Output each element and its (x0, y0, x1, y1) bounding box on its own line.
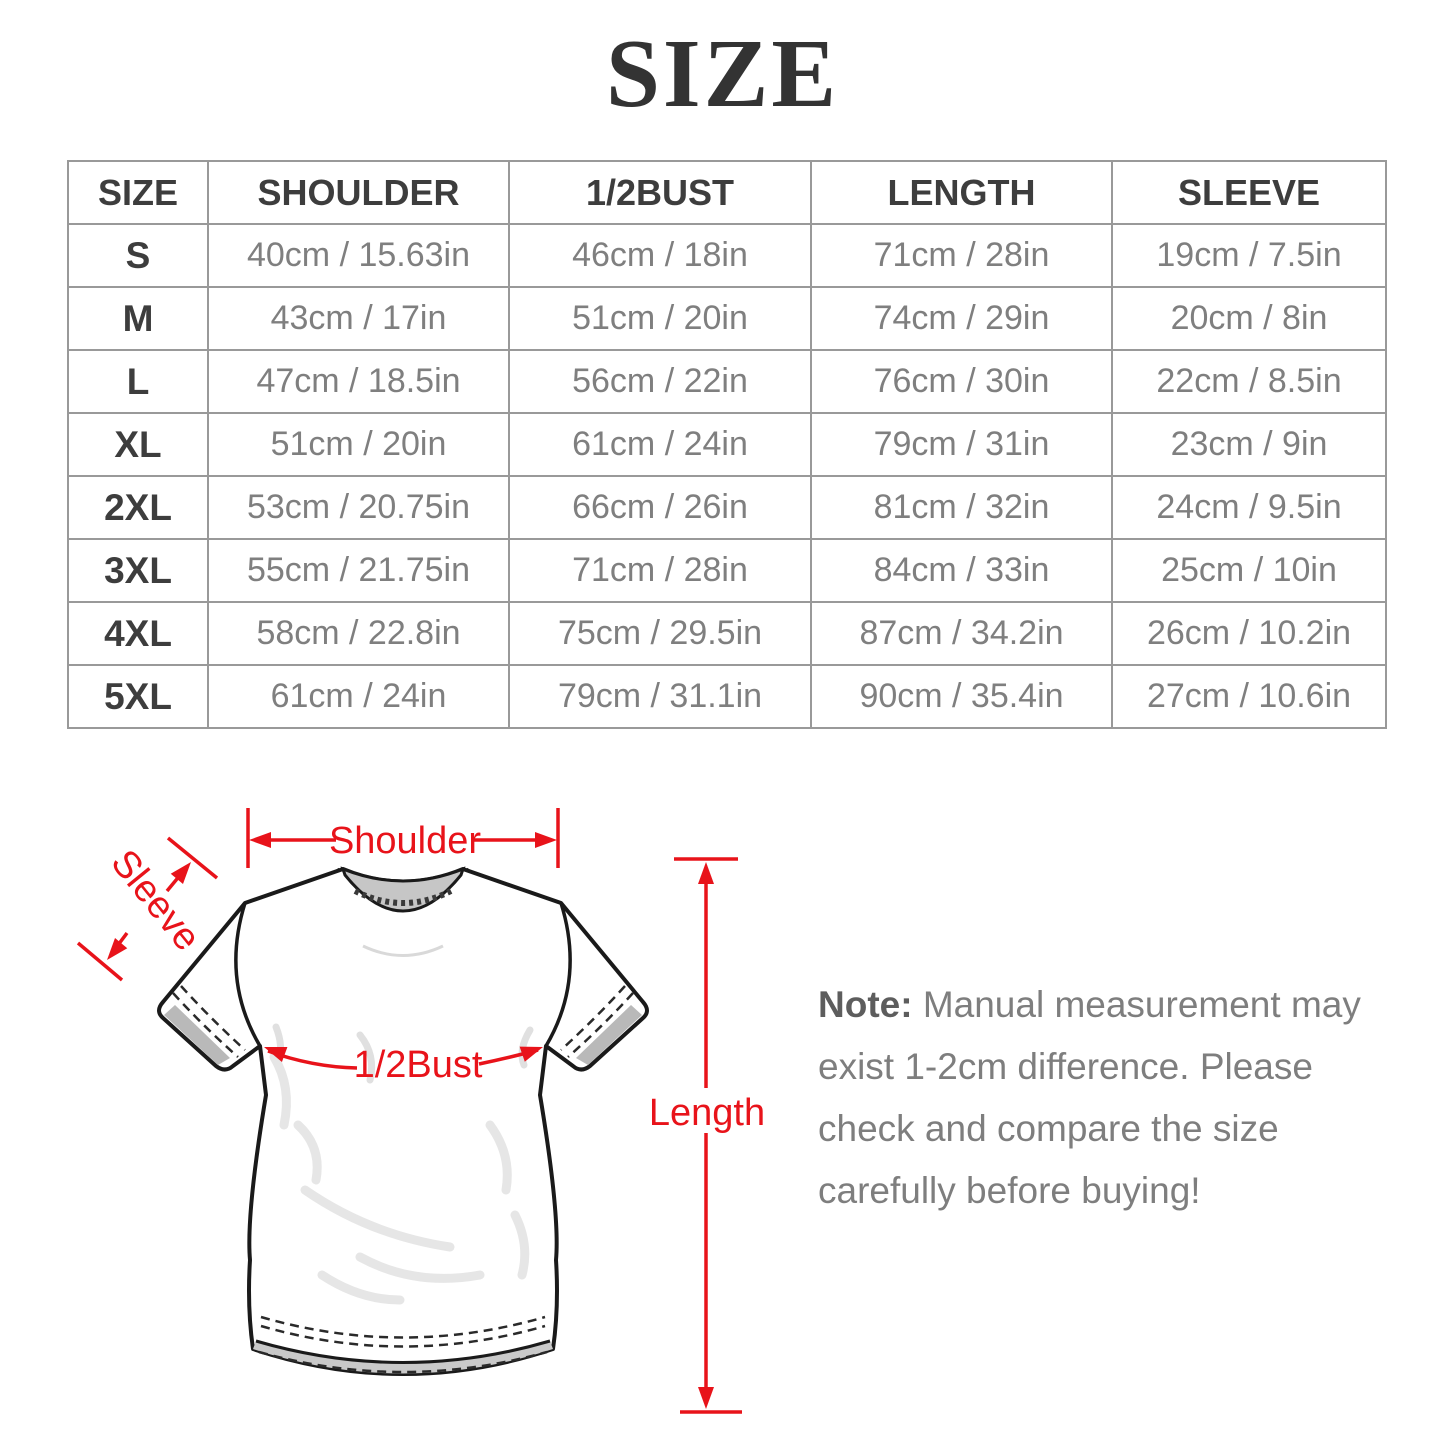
table-cell: L (67, 349, 209, 414)
note-label: Note: (818, 984, 913, 1025)
sleeve-measure: Sleeve (76, 836, 219, 982)
fabric-wrinkles (269, 1023, 534, 1305)
table-cell: 25cm / 10in (1111, 538, 1387, 603)
table-cell: 84cm / 33in (810, 538, 1113, 603)
table-cell: 58cm / 22.8in (207, 601, 510, 666)
table-cell: 90cm / 35.4in (810, 664, 1113, 729)
note-line: Note: Manual measurement may (818, 984, 1361, 1025)
table-cell: 27cm / 10.6in (1111, 664, 1387, 729)
table-cell: 4XL (67, 601, 209, 666)
arrowhead-up-right (170, 862, 191, 884)
col-header-bust: 1/2BUST (508, 160, 812, 225)
left-cuff-inside (164, 1005, 230, 1065)
shoulder-label: Shoulder (329, 820, 481, 862)
arrowhead-down-left (107, 938, 128, 960)
arrowhead-right (535, 832, 557, 848)
table-cell: 87cm / 34.2in (810, 601, 1113, 666)
table-cell: 81cm / 32in (810, 475, 1113, 540)
table-cell: 26cm / 10.2in (1111, 601, 1387, 666)
table-row: 5XL 61cm / 24in 79cm / 31.1in 90cm / 35.… (67, 664, 1387, 729)
table-cell: 74cm / 29in (810, 286, 1113, 351)
length-measure: Length (649, 857, 765, 1414)
collar-band-shadow (362, 944, 444, 957)
table-cell: 61cm / 24in (508, 412, 812, 477)
bust-label: 1/2Bust (354, 1044, 483, 1086)
table-cell: S (67, 223, 209, 288)
page-title: SIZE (605, 20, 840, 127)
arrowhead-left (264, 1047, 288, 1063)
right-cuff-inside (576, 1005, 642, 1065)
measurement-note: Note: Manual measurement may exist 1-2cm… (818, 974, 1361, 1222)
table-cell: 23cm / 9in (1111, 412, 1387, 477)
table-cell: 2XL (67, 475, 209, 540)
col-header-size: SIZE (67, 160, 209, 225)
table-row: XL 51cm / 20in 61cm / 24in 79cm / 31in 2… (67, 412, 1387, 477)
table-cell: 55cm / 21.75in (207, 538, 510, 603)
size-table: SIZE SHOULDER 1/2BUST LENGTH SLEEVE S 40… (67, 160, 1387, 729)
table-cell: M (67, 286, 209, 351)
table-cell: 71cm / 28in (508, 538, 812, 603)
table-cell: 56cm / 22in (508, 349, 812, 414)
table-cell: 79cm / 31in (810, 412, 1113, 477)
arrowhead-left (249, 832, 271, 848)
table-row: S 40cm / 15.63in 46cm / 18in 71cm / 28in… (67, 223, 1387, 288)
note-line: exist 1-2cm difference. Please (818, 1046, 1313, 1087)
arrowhead-down (698, 1387, 714, 1409)
table-cell: 53cm / 20.75in (207, 475, 510, 540)
table-cell: 19cm / 7.5in (1111, 223, 1387, 288)
tshirt-illustration (157, 866, 649, 1376)
note-line: check and compare the size (818, 1108, 1279, 1149)
table-cell: 47cm / 18.5in (207, 349, 510, 414)
length-label: Length (649, 1092, 765, 1134)
table-cell: 22cm / 8.5in (1111, 349, 1387, 414)
table-cell: 46cm / 18in (508, 223, 812, 288)
table-row: 2XL 53cm / 20.75in 66cm / 26in 81cm / 32… (67, 475, 1387, 540)
table-cell: 51cm / 20in (207, 412, 510, 477)
table-cell: 5XL (67, 664, 209, 729)
table-cell: 43cm / 17in (207, 286, 510, 351)
table-cell: 20cm / 8in (1111, 286, 1387, 351)
table-cell: 79cm / 31.1in (508, 664, 812, 729)
table-cell: 3XL (67, 538, 209, 603)
collar-stitch (353, 888, 453, 906)
arrowhead-up (698, 862, 714, 884)
table-cell: 24cm / 9.5in (1111, 475, 1387, 540)
table-cell: 75cm / 29.5in (508, 601, 812, 666)
left-armhole-seam (234, 902, 262, 1047)
table-cell: 40cm / 15.63in (207, 223, 510, 288)
shoulder-measure: Shoulder (246, 808, 560, 868)
table-cell: 51cm / 20in (508, 286, 812, 351)
bust-measure: 1/2Bust (264, 1044, 543, 1086)
col-header-length: LENGTH (810, 160, 1113, 225)
hem-inside (253, 1341, 553, 1374)
arrowhead-right (519, 1046, 543, 1062)
table-row: 4XL 58cm / 22.8in 75cm / 29.5in 87cm / 3… (67, 601, 1387, 666)
table-cell: 71cm / 28in (810, 223, 1113, 288)
col-header-sleeve: SLEEVE (1111, 160, 1387, 225)
table-row: L 47cm / 18.5in 56cm / 22in 76cm / 30in … (67, 349, 1387, 414)
table-cell: XL (67, 412, 209, 477)
col-header-shoulder: SHOULDER (207, 160, 510, 225)
table-cell: 76cm / 30in (810, 349, 1113, 414)
table-row: M 43cm / 17in 51cm / 20in 74cm / 29in 20… (67, 286, 1387, 351)
hem-fold-line (255, 1339, 551, 1364)
table-cell: 61cm / 24in (207, 664, 510, 729)
table-row: 3XL 55cm / 21.75in 71cm / 28in 84cm / 33… (67, 538, 1387, 603)
right-armhole-seam (544, 902, 572, 1047)
hem-stitches (258, 1315, 548, 1374)
cuff-stitches (172, 985, 634, 1058)
tshirt-measurement-diagram: Shoulder Sleeve 1/2Bust (76, 808, 765, 1414)
note-line: carefully before buying! (818, 1170, 1201, 1211)
table-header-row: SIZE SHOULDER 1/2BUST LENGTH SLEEVE (67, 160, 1387, 225)
table-cell: 66cm / 26in (508, 475, 812, 540)
